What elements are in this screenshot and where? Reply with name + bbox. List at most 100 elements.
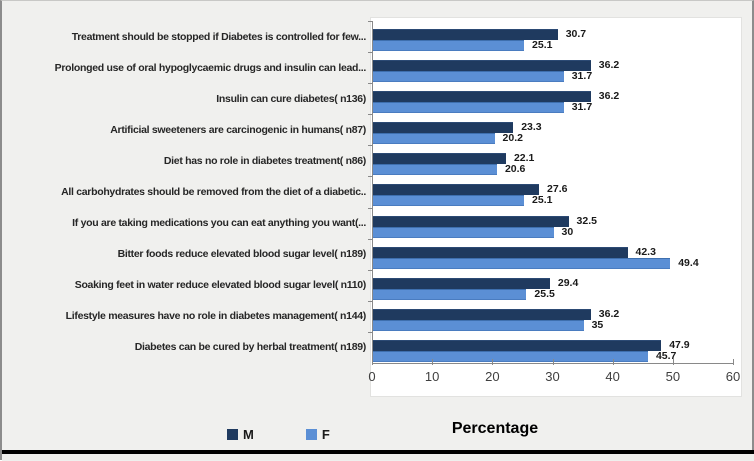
bar-m	[373, 246, 628, 258]
value-label-f: 20.2	[502, 132, 523, 145]
category-axis-tick	[368, 207, 372, 209]
x-axis-tick	[612, 359, 614, 365]
x-axis-tick-label: 40	[605, 369, 620, 384]
category-axis-tick	[368, 300, 372, 302]
x-axis-tick-label: 60	[725, 369, 741, 384]
x-axis-tick-label: 50	[665, 369, 681, 384]
value-label-m: 30.7	[565, 28, 587, 40]
category-label: Prolonged use of oral hypoglycaemic drug…	[54, 61, 366, 74]
bar-f	[373, 133, 495, 145]
category-axis-tick	[368, 52, 372, 54]
category-row: Treatment should be stopped if Diabetes …	[2, 21, 754, 52]
bar-f	[373, 226, 554, 238]
value-label-m: 29.4	[557, 276, 579, 289]
category-row: Insulin can cure diabetes( n136) 36.2 31.7	[2, 83, 754, 114]
x-axis-title: Percentage	[451, 420, 539, 437]
category-label: Lifestyle measures have no role in diabe…	[65, 310, 366, 323]
bar-f	[373, 350, 648, 362]
value-label-m: 36.2	[598, 90, 620, 103]
value-label-f: 20.6	[504, 163, 526, 176]
value-label-m: 36.2	[598, 59, 620, 72]
legend-swatch-f	[305, 429, 317, 440]
value-label-m: 23.3	[521, 121, 542, 134]
value-label-f: 45.7	[655, 349, 677, 362]
category-row: Lifestyle measures have no role in diabe…	[2, 300, 754, 332]
bottom-border-rule	[2, 450, 754, 454]
legend-swatch-m	[227, 429, 238, 440]
legend-item-f: F	[305, 427, 330, 442]
bar-f	[373, 164, 497, 176]
category-axis-tick	[368, 331, 372, 333]
category-axis-tick	[368, 21, 372, 22]
x-axis-tick	[372, 359, 373, 365]
x-axis-tick	[432, 359, 434, 365]
category-axis-line	[372, 21, 373, 363]
category-label: Bitter foods reduce elevated blood sugar…	[117, 248, 366, 261]
bottom-margin-strip	[2, 454, 754, 461]
value-label-f: 30	[561, 225, 574, 238]
category-label: All carbohydrates should be removed from…	[61, 185, 366, 198]
x-axis-tick-label: 20	[485, 369, 500, 384]
category-row: All carbohydrates should be removed from…	[2, 176, 754, 207]
x-axis-tick	[552, 359, 554, 365]
value-label-m: 47.9	[669, 338, 690, 351]
bar-m	[373, 122, 514, 134]
legend-label-f: F	[321, 427, 330, 442]
value-label-m: 32.5	[576, 214, 597, 227]
value-label-f: 25.1	[532, 194, 553, 207]
value-label-m: 27.6	[547, 183, 568, 196]
legend-label-m: M	[243, 427, 254, 442]
bar-f	[373, 102, 564, 114]
value-label-m: 36.2	[598, 307, 620, 320]
bar-m	[373, 215, 569, 227]
x-axis-tick	[672, 359, 674, 365]
category-axis-tick	[368, 83, 372, 85]
bar-f	[373, 319, 584, 331]
category-row: If you are taking medications you can ea…	[2, 207, 754, 239]
category-label: Artificial sweeteners are carcinogenic i…	[110, 123, 366, 136]
bar-f	[373, 195, 525, 207]
value-label-m: 42.3	[635, 245, 656, 258]
category-label: If you are taking medications you can ea…	[72, 217, 366, 230]
value-label-f: 25.5	[534, 287, 555, 300]
bar-f	[373, 288, 527, 300]
bar-m	[373, 29, 558, 40]
bar-f	[373, 40, 525, 51]
bar-m	[373, 339, 662, 351]
category-row: Bitter foods reduce elevated blood sugar…	[2, 238, 754, 270]
category-axis-tick	[368, 114, 372, 116]
category-axis-tick	[368, 269, 372, 271]
value-label-f: 25.1	[532, 39, 553, 51]
x-axis-tick-label: 30	[545, 369, 560, 384]
legend-item-m: M	[227, 427, 254, 442]
bar-f	[373, 257, 671, 269]
x-axis-tick	[492, 359, 494, 365]
value-label-f: 31.7	[571, 70, 593, 83]
category-row: Artificial sweeteners are carcinogenic i…	[2, 114, 754, 145]
category-axis-tick	[368, 238, 372, 240]
category-label: Soaking feet in water reduce elevated bl…	[74, 279, 366, 292]
x-axis-tick-label: 0	[368, 369, 376, 384]
category-axis-tick	[368, 145, 372, 147]
bar-f	[373, 71, 564, 83]
bar-m	[373, 308, 591, 320]
category-label: Diabetes can be cured by herbal treatmen…	[134, 341, 366, 354]
x-axis-tick-label: 10	[424, 369, 440, 384]
category-row: Diet has no role in diabetes treatment( …	[2, 145, 754, 176]
x-axis-tick	[733, 359, 734, 365]
category-axis-tick	[368, 176, 372, 178]
value-label-f: 31.7	[571, 101, 593, 114]
category-label: Treatment should be stopped if Diabetes …	[71, 30, 366, 43]
bar-m	[373, 184, 540, 196]
category-row: Diabetes can be cured by herbal treatmen…	[2, 331, 754, 363]
value-label-m: 22.1	[513, 152, 535, 165]
bar-m	[373, 60, 591, 72]
bar-m	[373, 91, 591, 103]
category-label: Insulin can cure diabetes( n136)	[216, 92, 366, 105]
bar-m	[373, 153, 506, 165]
value-label-f: 35	[591, 318, 604, 331]
value-label-f: 49.4	[678, 256, 699, 269]
category-row: Prolonged use of oral hypoglycaemic drug…	[2, 52, 754, 83]
bar-m	[373, 277, 550, 289]
